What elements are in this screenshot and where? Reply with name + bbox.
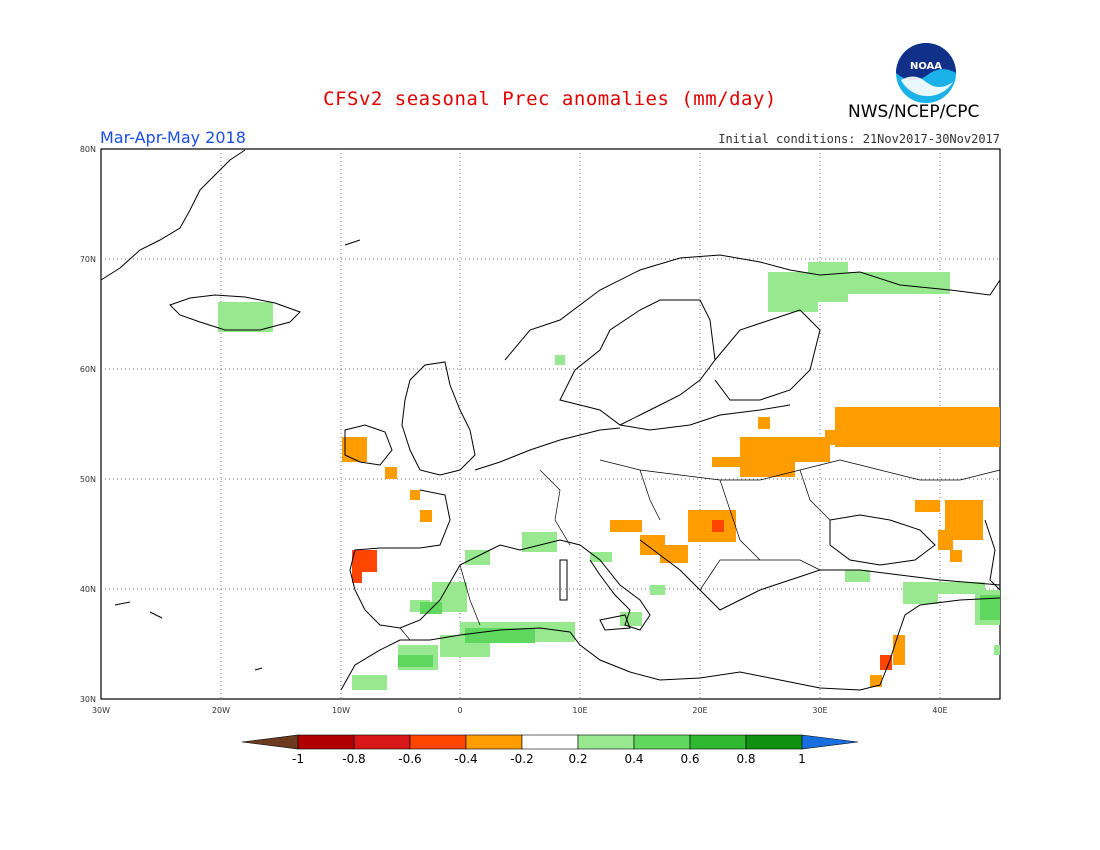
colorbar-arrow-low	[241, 734, 299, 750]
negative-anomaly-strong-patches	[352, 520, 892, 670]
lat-label-70n: 70N	[80, 255, 96, 264]
negative-anomaly-patches	[342, 407, 1000, 687]
colorbar-label: -0.6	[398, 752, 421, 766]
colorbar-swatch	[689, 734, 747, 750]
colorbar-swatch	[297, 734, 355, 750]
colorbar-label: -0.8	[342, 752, 365, 766]
colorbar-arrow-high	[801, 734, 859, 750]
agency-label: NWS/NCEP/CPC	[848, 102, 980, 122]
noaa-logo-text: NOAA	[910, 61, 942, 72]
forecast-period: Mar-Apr-May 2018	[100, 128, 246, 147]
colorbar-label: 0.6	[680, 752, 699, 766]
colorbar-label: 0.4	[624, 752, 643, 766]
lon-label-10w: 10W	[332, 706, 350, 715]
lat-label-40n: 40N	[80, 585, 96, 594]
colorbar-label: 0.2	[568, 752, 587, 766]
colorbar-label: -1	[292, 752, 304, 766]
colorbar-swatch	[745, 734, 803, 750]
lon-label-0: 0	[457, 706, 462, 715]
coastlines	[100, 149, 1001, 691]
colorbar-swatch	[521, 734, 579, 750]
colorbar: -1 -0.8 -0.6 -0.4 -0.2 0.2 0.4 0.6 0.8 1	[241, 734, 859, 766]
noaa-logo: NOAA	[896, 43, 956, 103]
lon-label-10e: 10E	[572, 706, 587, 715]
latitude-labels: 80N 70N 60N 50N 40N 30N	[80, 145, 96, 704]
colorbar-swatch	[577, 734, 635, 750]
colorbar-swatch	[465, 734, 523, 750]
lon-label-20w: 20W	[212, 706, 230, 715]
colorbar-swatch	[633, 734, 691, 750]
lat-label-50n: 50N	[80, 475, 96, 484]
colorbar-label: -0.4	[454, 752, 477, 766]
map-title: CFSv2 seasonal Prec anomalies (mm/day)	[323, 88, 777, 110]
colorbar-label: 1	[798, 752, 806, 766]
lon-label-20e: 20E	[692, 706, 707, 715]
colorbar-label: 0.8	[736, 752, 755, 766]
lon-label-30e: 30E	[812, 706, 827, 715]
colorbar-swatch	[353, 734, 411, 750]
lat-label-30n: 30N	[80, 695, 96, 704]
lat-label-60n: 60N	[80, 365, 96, 374]
lat-label-80n: 80N	[80, 145, 96, 154]
longitude-labels: 30W 20W 10W 0 10E 20E 30E 40E	[92, 706, 948, 715]
colorbar-label: -0.2	[510, 752, 533, 766]
initial-conditions: Initial conditions: 21Nov2017-30Nov2017	[718, 132, 1000, 146]
lon-label-40e: 40E	[932, 706, 947, 715]
colorbar-swatch	[409, 734, 467, 750]
lon-label-30w: 30W	[92, 706, 110, 715]
